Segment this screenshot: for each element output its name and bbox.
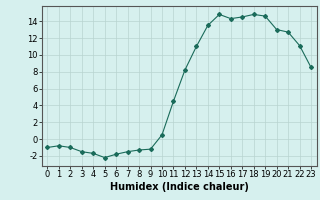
X-axis label: Humidex (Indice chaleur): Humidex (Indice chaleur)	[110, 182, 249, 192]
